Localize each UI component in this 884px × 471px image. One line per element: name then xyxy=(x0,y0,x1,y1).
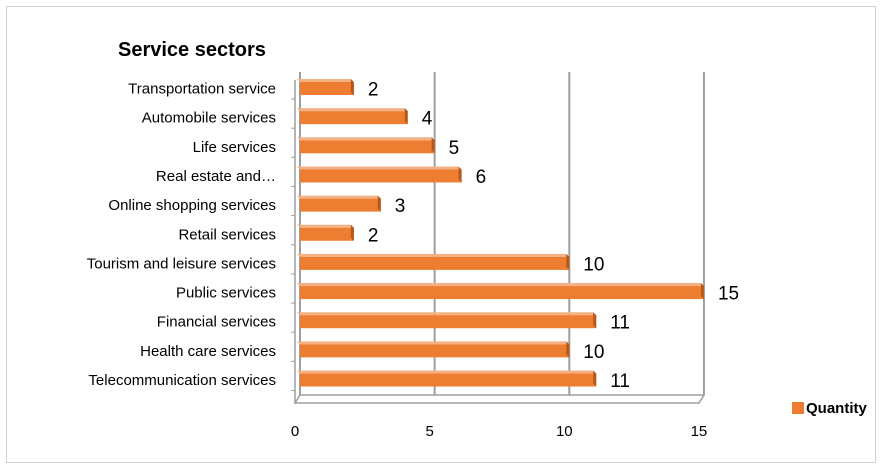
legend: Quantity xyxy=(792,400,867,417)
bar-top xyxy=(297,108,408,112)
data-label: 11 xyxy=(610,313,630,334)
x-tick-labels: 0 5 10 15 xyxy=(291,423,707,440)
category-label: Health care services xyxy=(140,343,276,360)
bar xyxy=(297,312,597,329)
bar-face xyxy=(300,286,704,300)
bar-end xyxy=(404,108,408,125)
category-label: Retail services xyxy=(178,226,276,243)
bars xyxy=(297,79,704,387)
plot-floor xyxy=(293,394,706,404)
data-label: 10 xyxy=(583,342,604,363)
data-label: 3 xyxy=(395,196,406,217)
legend-label: Quantity xyxy=(806,400,867,417)
data-label: 2 xyxy=(368,80,379,101)
bar-end xyxy=(566,341,570,358)
data-label: 2 xyxy=(368,225,379,246)
data-label: 15 xyxy=(718,284,739,305)
bar xyxy=(297,137,435,154)
category-label: Public services xyxy=(176,285,276,302)
bar-face xyxy=(300,315,597,329)
category-label: Life services xyxy=(193,139,276,156)
bar-end xyxy=(566,253,570,270)
category-label: Tourism and leisure services xyxy=(87,255,276,272)
data-label: 4 xyxy=(422,109,433,130)
bar xyxy=(297,283,704,300)
bar-end xyxy=(431,137,435,154)
bar-top xyxy=(297,195,381,199)
bar-face xyxy=(300,111,408,125)
bar-face xyxy=(300,227,354,241)
bar-top xyxy=(297,166,462,170)
bar-end xyxy=(593,370,597,387)
bar-face xyxy=(300,140,435,154)
bar xyxy=(297,79,354,95)
bar-top xyxy=(297,283,704,287)
category-label: Transportation service xyxy=(128,81,276,98)
bar-face xyxy=(300,169,462,183)
bar-face xyxy=(300,373,597,387)
bar xyxy=(297,166,462,183)
x-tick-label: 15 xyxy=(691,423,708,440)
chart-title: Service sectors xyxy=(118,39,266,61)
bar-top xyxy=(297,253,570,257)
data-label: 11 xyxy=(610,371,630,392)
data-label: 5 xyxy=(449,138,460,159)
axes xyxy=(291,80,706,404)
bar-face xyxy=(300,198,381,212)
bar-end xyxy=(593,312,597,329)
bar-top xyxy=(297,370,597,374)
bar-top xyxy=(297,137,435,141)
bar-end xyxy=(350,224,354,241)
bar-top xyxy=(297,312,597,316)
legend-swatch xyxy=(792,402,804,414)
data-label: 10 xyxy=(583,254,604,275)
bar xyxy=(297,370,597,387)
bar-top xyxy=(297,341,570,345)
bar-end xyxy=(350,79,354,95)
bar-end xyxy=(377,195,381,212)
chart-frame xyxy=(6,6,876,463)
bar-face xyxy=(300,82,354,95)
category-label: Telecommunication services xyxy=(88,372,276,389)
category-label: Real estate and… xyxy=(156,168,276,185)
bar-end xyxy=(458,166,462,183)
bar-top xyxy=(297,79,354,82)
category-labels: Transportation service Automobile service… xyxy=(87,81,276,390)
bar-top xyxy=(297,224,354,228)
bar xyxy=(297,195,381,212)
bar-end xyxy=(700,283,704,300)
data-label: 6 xyxy=(476,167,487,188)
bar-face xyxy=(300,256,570,270)
bar xyxy=(297,108,408,125)
x-tick-label: 5 xyxy=(425,423,433,440)
bar xyxy=(297,224,354,241)
x-tick-label: 10 xyxy=(556,423,573,440)
bar-face xyxy=(300,344,570,358)
bar xyxy=(297,253,570,270)
category-label: Automobile services xyxy=(142,110,276,127)
x-tick-label: 0 xyxy=(291,423,299,440)
bar xyxy=(297,341,570,358)
category-label: Online shopping services xyxy=(108,197,276,214)
category-label: Financial services xyxy=(157,314,276,331)
